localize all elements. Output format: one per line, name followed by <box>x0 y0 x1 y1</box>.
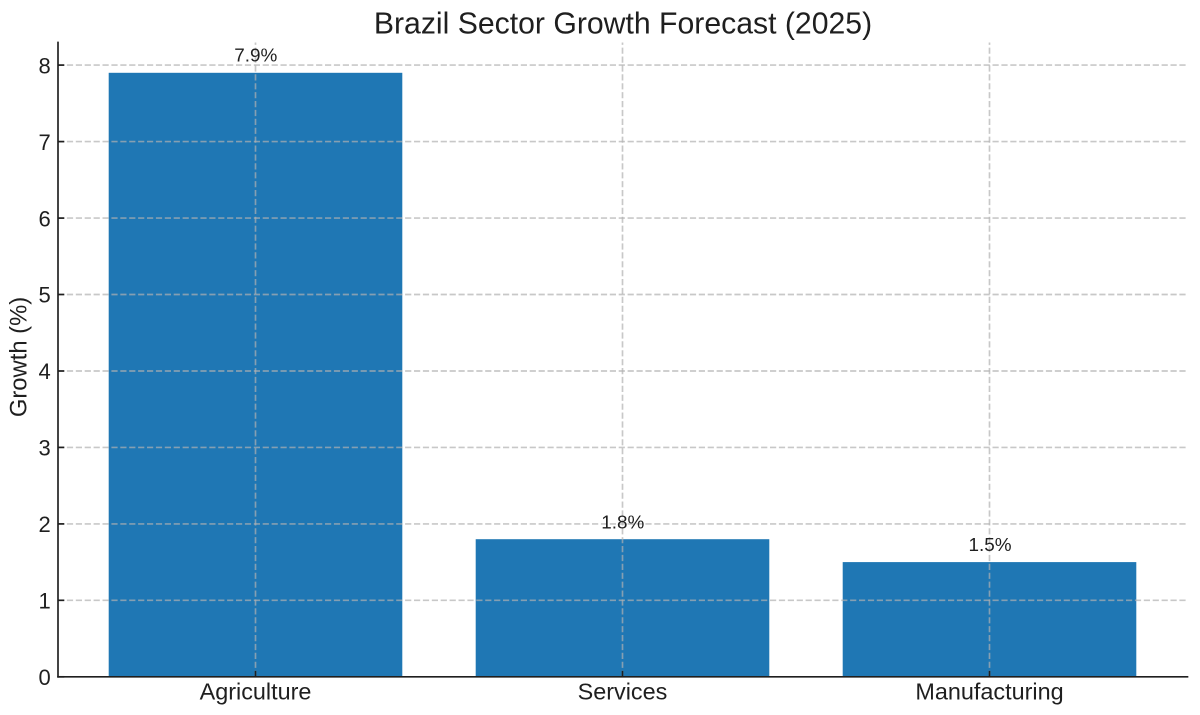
svg-text:Manufacturing: Manufacturing <box>915 679 1063 705</box>
svg-text:4: 4 <box>38 359 50 384</box>
svg-text:7: 7 <box>38 130 50 155</box>
svg-text:0: 0 <box>38 665 50 690</box>
svg-text:7.9%: 7.9% <box>234 46 277 67</box>
svg-text:8: 8 <box>38 53 50 78</box>
svg-text:Growth (%): Growth (%) <box>6 297 33 417</box>
svg-text:6: 6 <box>38 206 50 231</box>
svg-text:5: 5 <box>38 283 50 308</box>
svg-text:3: 3 <box>38 436 50 461</box>
svg-text:1.5%: 1.5% <box>968 535 1011 556</box>
svg-text:Agriculture: Agriculture <box>200 679 312 705</box>
svg-text:2: 2 <box>38 512 50 537</box>
svg-text:Services: Services <box>578 679 668 705</box>
svg-text:1.8%: 1.8% <box>601 512 644 533</box>
svg-text:Brazil Sector Growth Forecast: Brazil Sector Growth Forecast (2025) <box>374 7 872 40</box>
svg-text:1: 1 <box>38 589 50 614</box>
